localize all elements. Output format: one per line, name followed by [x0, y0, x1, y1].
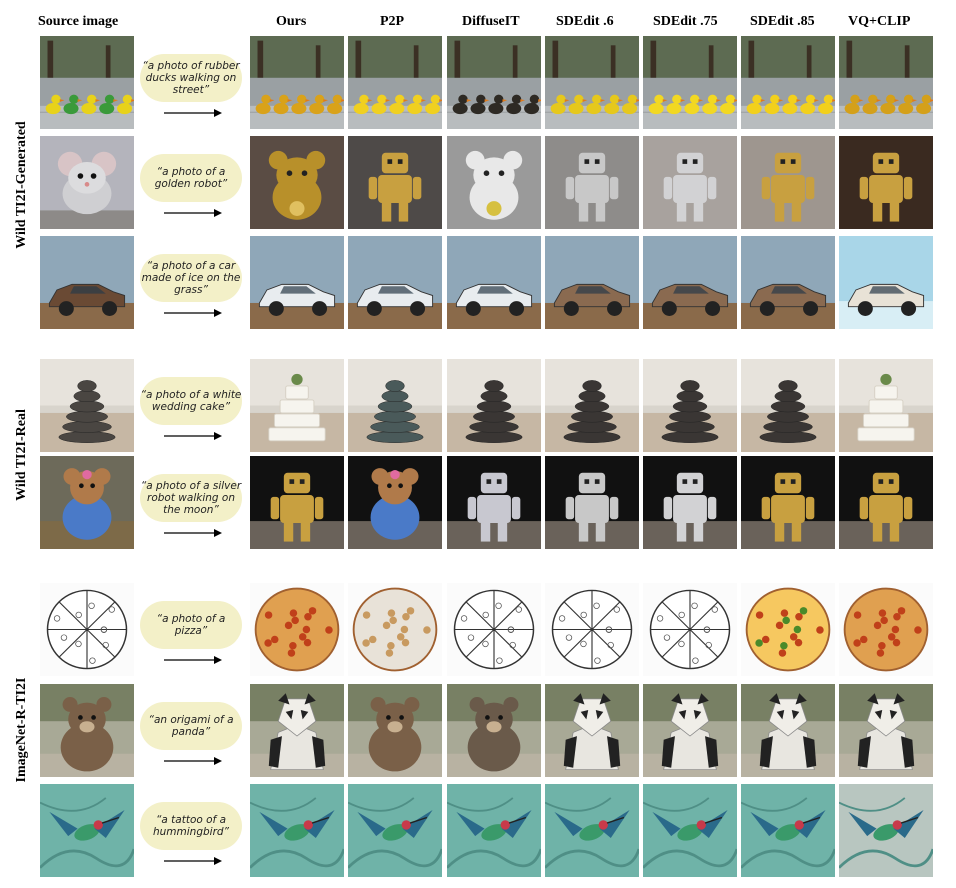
thumbnail-row3-source [40, 236, 134, 329]
thumbnail-row1-sdedit-6 [545, 36, 639, 129]
thumbnail-row2-sdedit-85 [741, 136, 835, 229]
thumbnail-row8-sdedit-85 [741, 784, 835, 877]
thumbnail-row4-vq-clip [839, 359, 933, 452]
header-p2p: P2P [380, 14, 405, 29]
thumbnail-row4-sdedit-85 [741, 359, 835, 452]
header-vq-clip: VQ+CLIP [848, 14, 911, 29]
thumbnail-row6-sdedit-6 [545, 583, 639, 676]
thumbnail-row7-source [40, 684, 134, 777]
thumbnail-row5-sdedit-6 [545, 456, 639, 549]
thumbnail-row1-sdedit-75 [643, 36, 737, 129]
thumbnail-row5-sdedit-85 [741, 456, 835, 549]
prompt-bubble: “a photo of rubber ducks walking on stre… [140, 54, 242, 102]
thumbnail-row4-sdedit-75 [643, 359, 737, 452]
arrow-icon [164, 308, 222, 318]
thumbnail-row3-diffuseit [447, 236, 541, 329]
thumbnail-row1-ours [250, 36, 344, 129]
thumbnail-row1-source [40, 36, 134, 129]
thumbnail-row5-source [40, 456, 134, 549]
thumbnail-row8-diffuseit [447, 784, 541, 877]
thumbnail-row8-ours [250, 784, 344, 877]
prompt-bubble: “a tattoo of a hummingbird” [140, 802, 242, 850]
arrow-icon [164, 655, 222, 665]
thumbnail-row1-diffuseit [447, 36, 541, 129]
thumbnail-row7-diffuseit [447, 684, 541, 777]
thumbnail-row7-p2p [348, 684, 442, 777]
arrow-icon [164, 431, 222, 441]
header-diffuseit: DiffuseIT [462, 14, 520, 29]
thumbnail-row3-p2p [348, 236, 442, 329]
thumbnail-row3-ours [250, 236, 344, 329]
section-label-generated: Wild TI2I-Generated [14, 121, 29, 249]
thumbnail-row4-diffuseit [447, 359, 541, 452]
thumbnail-row6-p2p [348, 583, 442, 676]
thumbnail-row1-sdedit-85 [741, 36, 835, 129]
thumbnail-row2-source [40, 136, 134, 229]
header-sdedit-6: SDEdit .6 [556, 14, 614, 29]
header-sdedit-85: SDEdit .85 [750, 14, 815, 29]
thumbnail-row1-p2p [348, 36, 442, 129]
thumbnail-row7-sdedit-75 [643, 684, 737, 777]
thumbnail-row7-sdedit-6 [545, 684, 639, 777]
thumbnail-row4-p2p [348, 359, 442, 452]
thumbnail-row8-p2p [348, 784, 442, 877]
thumbnail-row6-vq-clip [839, 583, 933, 676]
thumbnail-row4-sdedit-6 [545, 359, 639, 452]
thumbnail-row7-vq-clip [839, 684, 933, 777]
thumbnail-row3-vq-clip [839, 236, 933, 329]
thumbnail-row6-diffuseit [447, 583, 541, 676]
thumbnail-row5-vq-clip [839, 456, 933, 549]
thumbnail-row6-sdedit-75 [643, 583, 737, 676]
arrow-icon [164, 528, 222, 538]
thumbnail-row2-vq-clip [839, 136, 933, 229]
thumbnail-row6-ours [250, 583, 344, 676]
thumbnail-row5-p2p [348, 456, 442, 549]
thumbnail-row4-ours [250, 359, 344, 452]
thumbnail-row6-sdedit-85 [741, 583, 835, 676]
thumbnail-row7-sdedit-85 [741, 684, 835, 777]
header-sdedit-75: SDEdit .75 [653, 14, 718, 29]
prompt-bubble: “a photo of a pizza” [140, 601, 242, 649]
thumbnail-row5-diffuseit [447, 456, 541, 549]
thumbnail-row8-sdedit-6 [545, 784, 639, 877]
arrow-icon [164, 108, 222, 118]
thumbnail-row5-sdedit-75 [643, 456, 737, 549]
thumbnail-row8-vq-clip [839, 784, 933, 877]
thumbnail-row7-ours [250, 684, 344, 777]
thumbnail-row2-p2p [348, 136, 442, 229]
prompt-bubble: “a photo of a white wedding cake” [140, 377, 242, 425]
prompt-bubble: “an origami of a panda” [140, 702, 242, 750]
thumbnail-row3-sdedit-75 [643, 236, 737, 329]
section-label-imagenet: ImageNet-R-TI2I [14, 677, 29, 783]
prompt-bubble: “a photo of a car made of ice on the gra… [140, 254, 242, 302]
thumbnail-row2-diffuseit [447, 136, 541, 229]
thumbnail-row4-source [40, 359, 134, 452]
arrow-icon [164, 856, 222, 866]
thumbnail-row1-vq-clip [839, 36, 933, 129]
thumbnail-row2-sdedit-6 [545, 136, 639, 229]
prompt-bubble: “a photo of a silver robot walking on th… [140, 474, 242, 522]
thumbnail-row3-sdedit-6 [545, 236, 639, 329]
header-source: Source image [38, 14, 119, 29]
thumbnail-row2-sdedit-75 [643, 136, 737, 229]
thumbnail-row5-ours [250, 456, 344, 549]
header-ours: Ours [276, 14, 307, 29]
arrow-icon [164, 208, 222, 218]
thumbnail-row8-sdedit-75 [643, 784, 737, 877]
thumbnail-row3-sdedit-85 [741, 236, 835, 329]
thumbnail-row6-source [40, 583, 134, 676]
prompt-bubble: “a photo of a golden robot” [140, 154, 242, 202]
section-label-real: Wild TI2I-Real [14, 409, 29, 501]
thumbnail-row8-source [40, 784, 134, 877]
thumbnail-row2-ours [250, 136, 344, 229]
arrow-icon [164, 756, 222, 766]
